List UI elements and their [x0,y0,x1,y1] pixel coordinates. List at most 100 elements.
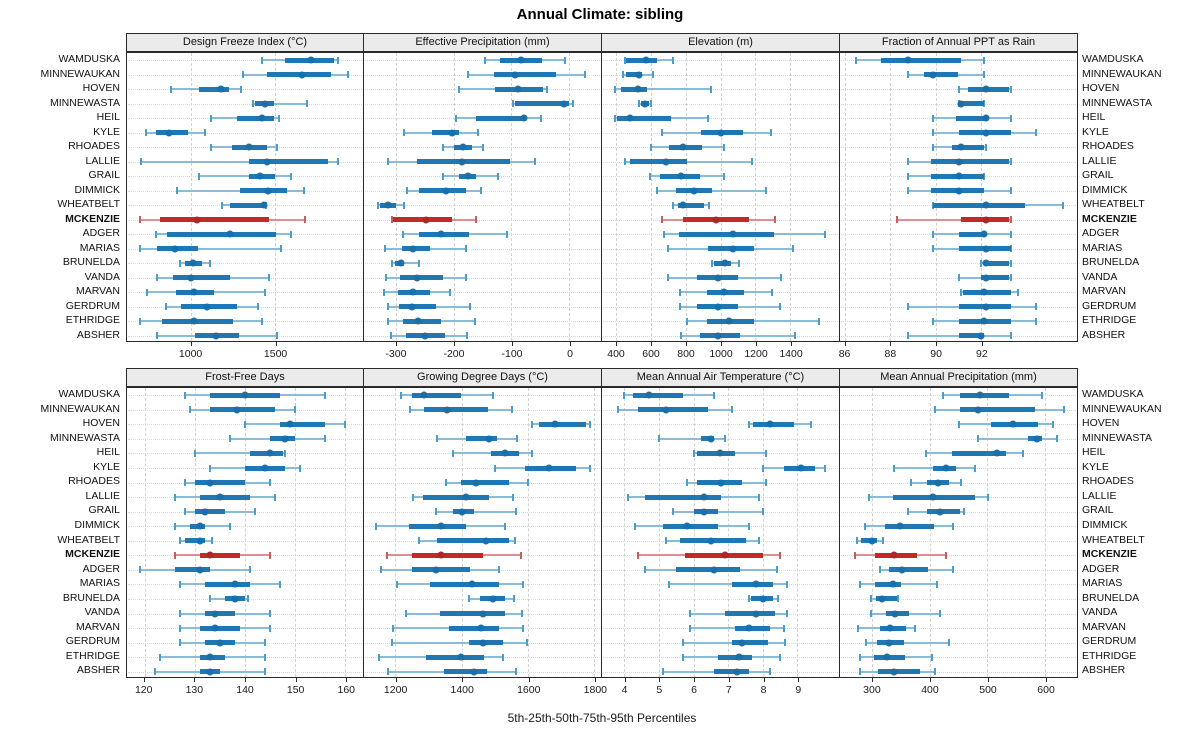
gridline-vertical [191,53,193,341]
whisker-cap [260,56,263,64]
whisker-cap [892,464,895,472]
row-label-right: RHOADES [1082,475,1134,488]
axis-tick [844,342,846,346]
row-label-right: MARIAS [1082,577,1123,590]
gridline-vertical [844,53,846,341]
whisker-cap [976,435,979,443]
panel-body [840,387,1078,678]
row-label-left: MARVAN [76,620,120,633]
whisker-cap [613,114,616,122]
whisker-cap [527,479,530,487]
median-dot [384,201,392,209]
gridline-vertical [659,388,661,677]
whisker-cap [984,143,987,151]
iqr-bar [539,421,587,427]
axis-tick [624,678,626,682]
whisker-cap [854,56,857,64]
iqr-bar [884,523,934,529]
whisker-cap [513,537,516,545]
iqr-bar [956,115,989,121]
whisker-cap [324,391,327,399]
whisker-cap [863,522,866,530]
whisker-cap [707,201,710,209]
whisker-cap [1009,259,1012,267]
iqr-bar [958,231,986,237]
gridline-vertical [762,388,764,677]
median-dot [420,391,428,399]
axis-tick [728,678,730,682]
axis-tick [395,342,397,346]
whisker-cap [689,624,692,632]
row-label-left: MINNEWAUKAN [40,402,120,415]
median-dot-highlight [193,216,201,224]
whisker-cap [980,259,983,267]
whisker-cap [260,317,263,325]
iqr-bar [229,202,266,208]
gridline-vertical [685,53,687,341]
axis-tick-label: 120 [134,684,153,696]
whisker-cap [387,317,390,325]
median-dot [442,187,449,195]
whisker-cap [974,464,977,472]
median-dot [233,406,241,414]
median-dot [993,449,1001,457]
whisker-cap [660,129,663,137]
row-label-right: KYLE [1082,125,1109,138]
axis-tick-label: 800 [677,348,695,360]
median-dot [1009,420,1017,428]
row-label-left: KYLE [93,460,120,473]
axis-tick [528,678,530,682]
median-dot [868,537,876,545]
iqr-bar [881,57,961,63]
axis-tick [798,678,800,682]
median-dot [898,566,906,574]
row-label-right: ABSHER [1082,328,1126,341]
gridline-vertical [453,53,455,341]
gridline-vertical [797,388,799,677]
whisker-cap [824,464,827,472]
row-label-right-highlight: MCKENZIE [1082,212,1137,225]
whisker-cap [770,288,773,296]
whisker-cap [907,158,910,166]
whisker-cap [505,230,508,238]
row-guide-line [841,263,1076,265]
whisker-cap-highlight [139,216,142,224]
whisker-cap [951,522,954,530]
whisker-cap [473,317,476,325]
median-dot [759,595,767,603]
whisker-cap [682,639,685,647]
gridline-vertical [144,388,146,677]
whisker-range [253,102,307,105]
row-label-right: ETHRIDGE [1082,649,1137,662]
whisker-cap [723,172,726,180]
iqr-bar [959,392,1010,398]
axis-tick [890,342,892,346]
whisker-cap [907,187,910,195]
iqr-bar [449,625,500,631]
whisker-cap [153,668,156,676]
gridline-vertical [395,388,397,677]
iqr-bar [731,640,769,646]
median-dot [934,479,942,487]
whisker-cap [780,274,783,282]
panel-header: Elevation (m) [602,33,840,52]
whisker-cap [466,332,469,340]
median-dot [889,580,897,588]
row-label-right: HOVEN [1082,82,1120,94]
whisker-cap [386,158,389,166]
whisker-cap [183,508,186,516]
iqr-bar-highlight [411,552,484,558]
whisker-cap [761,508,764,516]
median-dot [929,493,937,501]
whisker-cap [501,653,504,661]
median-dot [645,391,653,399]
median-dot [408,303,416,311]
whisker-cap [777,595,780,603]
whisker-cap [932,245,935,253]
median-dot [231,580,239,588]
whisker-cap [175,187,178,195]
iqr-bar [199,494,250,500]
whisker-cap [1009,245,1012,253]
whisker-cap [252,100,255,108]
axis-tick [763,678,765,682]
